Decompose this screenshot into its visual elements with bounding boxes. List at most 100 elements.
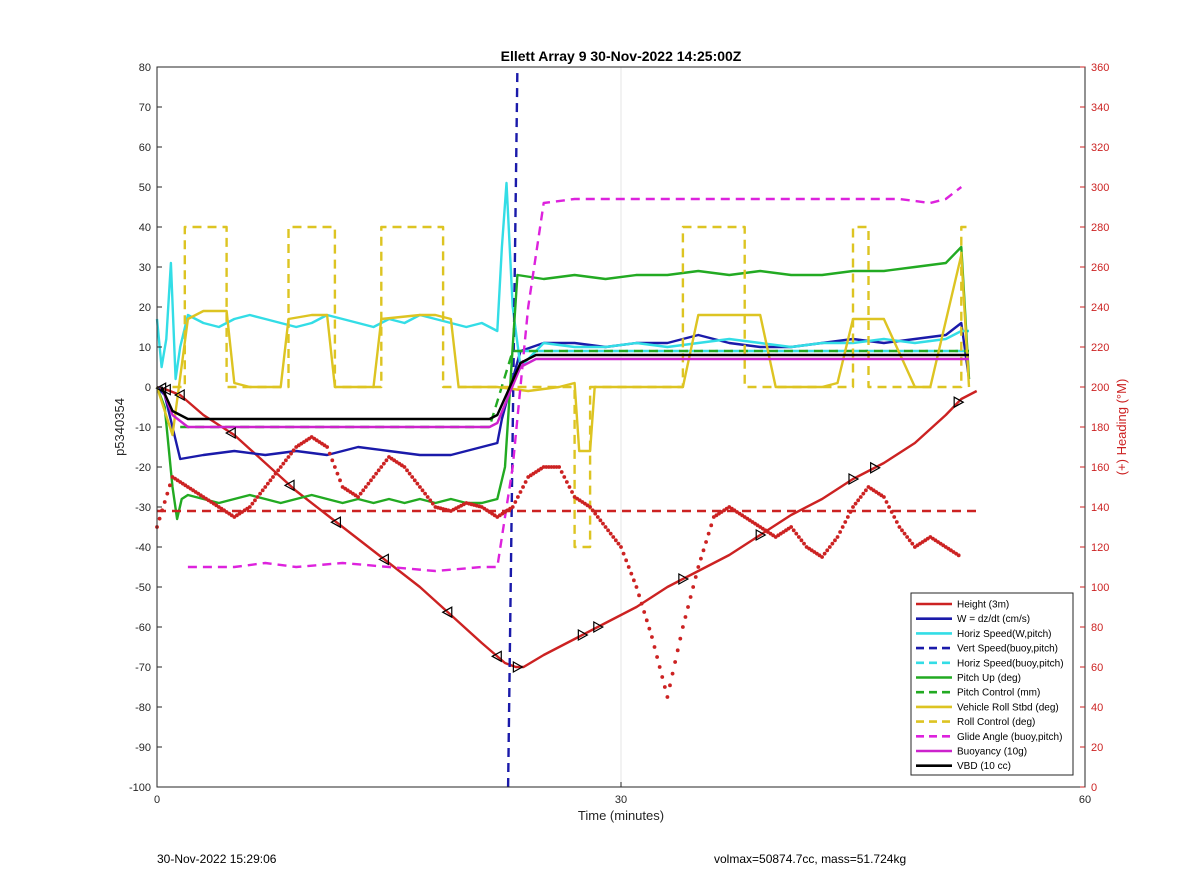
- y2-tick-label: 220: [1091, 342, 1109, 354]
- heading-point: [675, 648, 680, 653]
- heading-point: [260, 488, 265, 493]
- heading-point: [420, 488, 425, 493]
- series-roll-control-deg: [172, 225, 969, 549]
- series-buoyancy-10g: [160, 357, 969, 429]
- heading-point: [513, 500, 518, 504]
- heading-point: [405, 468, 409, 473]
- heading-point: [384, 458, 389, 463]
- y-tick-label: 50: [139, 182, 151, 194]
- heading-point: [332, 465, 337, 469]
- y-tick-label: 40: [139, 222, 151, 234]
- heading-point: [616, 541, 621, 546]
- height-marker: [283, 479, 295, 492]
- heading-point: [369, 478, 373, 483]
- heading-point: [902, 531, 907, 536]
- heading-point: [696, 565, 701, 569]
- heading-point: [680, 625, 685, 629]
- heading-point: [263, 485, 268, 489]
- series-vbd-10-cc: [160, 353, 969, 421]
- heading-point: [637, 593, 641, 598]
- heading-point: [827, 545, 832, 549]
- heading-point: [611, 535, 616, 539]
- heading-point: [330, 458, 335, 463]
- y-tick-label: -70: [135, 662, 151, 674]
- height-marker: [225, 426, 236, 440]
- heading-point: [283, 458, 288, 463]
- heading-point: [894, 520, 899, 524]
- heading-point: [863, 488, 868, 493]
- heading-point: [673, 660, 678, 664]
- heading-point: [624, 558, 629, 563]
- heading-point: [379, 465, 384, 469]
- height-marker: [870, 461, 881, 474]
- series-w-dz-dt-cm-s: [156, 321, 971, 461]
- heading-point: [858, 495, 863, 499]
- marker-layer: [155, 382, 965, 674]
- heading-point: [910, 541, 915, 546]
- heading-point: [412, 478, 417, 483]
- heading-point: [523, 480, 528, 484]
- height-marker: [378, 553, 389, 566]
- heading-point: [794, 531, 799, 536]
- heading-point: [660, 675, 665, 679]
- heading-point: [570, 490, 574, 494]
- heading-point: [796, 535, 801, 539]
- heading-point: [882, 495, 886, 499]
- heading-point: [250, 501, 255, 506]
- heading-point: [704, 540, 708, 544]
- heading-point: [253, 498, 257, 503]
- series-layer: [155, 66, 978, 788]
- y2-tick-label: 320: [1091, 142, 1109, 154]
- heading-point: [802, 541, 806, 546]
- heading-point: [255, 495, 260, 499]
- heading-point: [613, 538, 618, 543]
- y-tick-label: -20: [135, 462, 151, 474]
- heading-point: [887, 505, 891, 509]
- heading-point: [683, 615, 688, 619]
- heading-point: [652, 645, 657, 649]
- heading-point: [327, 451, 332, 456]
- height-marker: [678, 572, 690, 586]
- heading-point: [845, 515, 850, 519]
- series-height-3m: [156, 385, 978, 669]
- heading-point: [655, 655, 659, 659]
- heading-point: [567, 485, 572, 489]
- heading-point: [626, 565, 631, 569]
- heading-point: [670, 671, 675, 676]
- height-marker: [160, 383, 171, 396]
- legend: Height (3m) W = dz/dt (cm/s) Horiz Speed(W…: [910, 592, 1074, 776]
- series-glide-angle-buoy-pitch: [187, 186, 963, 573]
- heading-point: [830, 541, 835, 546]
- heading-point: [843, 520, 848, 524]
- heading-point: [897, 525, 902, 529]
- heading-point: [273, 471, 278, 476]
- y-tick-label: -80: [135, 702, 151, 714]
- height-marker: [953, 396, 965, 409]
- heading-point: [430, 501, 435, 506]
- heading-point: [853, 501, 858, 506]
- y-tick-label: 10: [139, 342, 151, 354]
- y2-tick-label: 20: [1091, 742, 1103, 754]
- heading-point: [415, 481, 420, 486]
- heading-point: [699, 556, 703, 561]
- y2-tick-label: 260: [1091, 262, 1109, 274]
- heading-point: [374, 471, 379, 476]
- y-tick-label: -10: [135, 422, 151, 434]
- legend-entry-roll-control-deg: Roll Control (deg): [957, 717, 1035, 728]
- y-tick-label: 70: [139, 102, 151, 114]
- heading-point: [861, 491, 866, 496]
- y-tick-label: 80: [139, 62, 151, 74]
- y2-tick-label: 100: [1091, 582, 1109, 594]
- heading-point: [621, 551, 626, 556]
- heading-point: [289, 451, 293, 456]
- heading-point: [905, 535, 910, 539]
- y-tick-label: -50: [135, 582, 151, 594]
- heading-point: [665, 695, 670, 699]
- series-pitch-up-deg: [155, 245, 971, 521]
- heading-point: [335, 471, 340, 476]
- heading-point: [518, 490, 523, 494]
- heading-point: [691, 585, 696, 589]
- y-tick-label: -30: [135, 502, 151, 514]
- y2-axis-label: (+) Heading (°M): [1114, 379, 1129, 476]
